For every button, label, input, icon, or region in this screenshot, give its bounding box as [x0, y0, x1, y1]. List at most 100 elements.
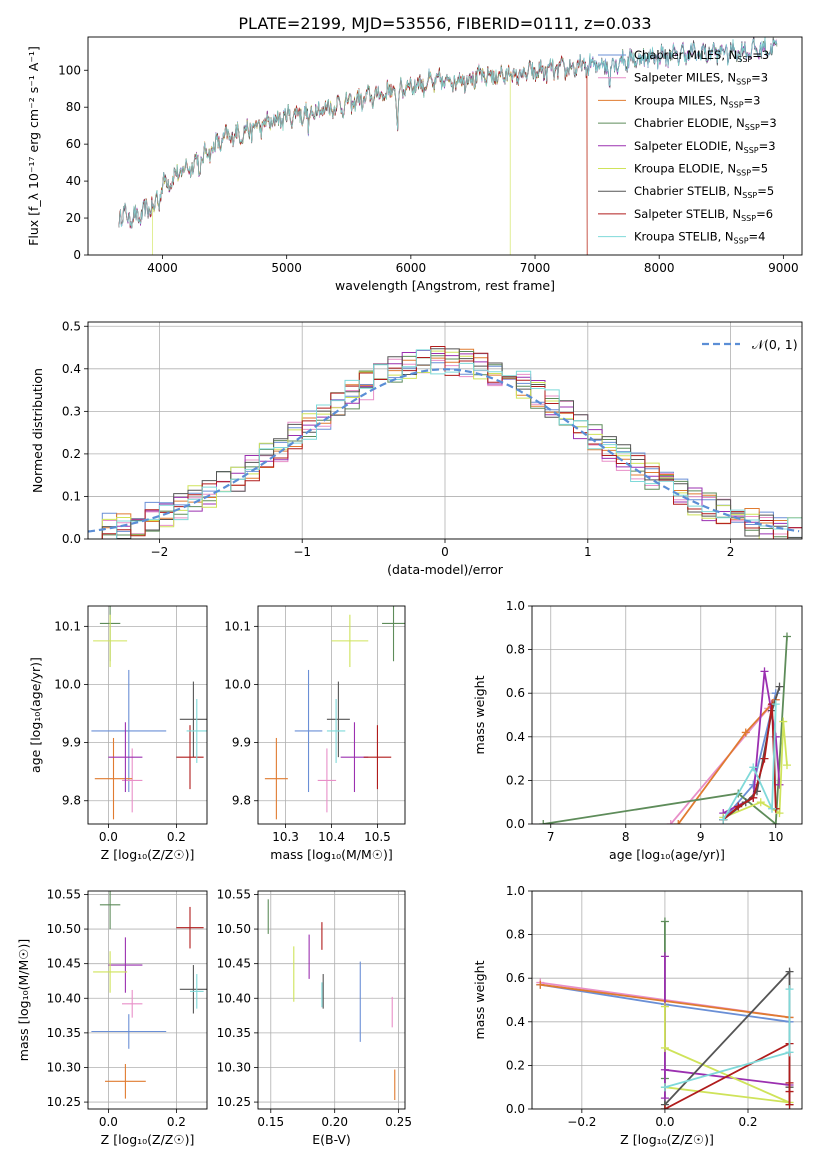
weight-marker-kroupa_stelib — [660, 1083, 669, 1092]
plot-area — [88, 606, 207, 824]
y-tick-label: 20 — [66, 211, 81, 225]
panel-6: 0.0 0.2 10.25 10.30 10.35 10.40 10.45 10.50 10.5… — [16, 887, 208, 1147]
y-tick-label: 10.45 — [217, 957, 251, 971]
y-tick-label: 10.35 — [217, 1026, 251, 1040]
weight-marker-kroupa_stelib — [749, 763, 758, 772]
x-tick-label: 9000 — [768, 261, 799, 275]
plot-area — [532, 606, 802, 824]
x-axis-label: Z [log₁₀(Z/Z☉)] — [620, 1132, 714, 1147]
hist-step-kroupa_stelib — [88, 349, 802, 539]
y-tick-label: 0.8 — [506, 643, 525, 657]
y-axis-label: mass weight — [472, 960, 487, 1039]
y-tick-label: 10.50 — [217, 922, 251, 936]
x-tick-label: 5000 — [271, 261, 302, 275]
axes-frame — [87, 605, 208, 825]
y-tick-label: 80 — [66, 100, 81, 114]
weight-line-kroupa_elodie — [664, 1006, 790, 1104]
legend-label-kroupa_stelib: Kroupa STELIB, NSSP=4 — [634, 230, 765, 246]
weight-marker-chabrier_stelib — [775, 682, 784, 691]
plot-area — [88, 322, 802, 539]
x-tick-label: 0.2 — [167, 830, 186, 844]
y-axis-label: age [log₁₀(age/yr)] — [28, 657, 43, 773]
weight-marker-kroupa_miles — [741, 728, 750, 737]
weight-marker-kroupa_stelib — [719, 815, 728, 824]
y-tick-label: 9.8 — [62, 794, 81, 808]
weight-marker-kroupa_stelib — [785, 1048, 794, 1057]
panel-1: 4000 5000 6000 7000 8000 9000 0 20 40 60 80 100 wave… — [26, 36, 803, 293]
x-tick-label: 10.3 — [272, 830, 299, 844]
axes-frame — [87, 36, 803, 256]
y-tick-label: 1.0 — [506, 884, 525, 898]
x-tick-label: 0.15 — [257, 1115, 284, 1129]
y-tick-label: 9.8 — [232, 794, 251, 808]
x-tick-label: 1 — [584, 545, 592, 559]
x-tick-label: 8 — [622, 830, 630, 844]
y-tick-label: 10.0 — [224, 677, 251, 691]
y-axis-label: mass [log₁₀(M/M☉)] — [16, 939, 31, 1061]
panel-8: −0.2 0.0 0.2 0.0 0.2 0.4 0.6 0.8 1.0 Z [log₁₀(Z/Z… — [472, 884, 803, 1147]
weight-marker-kroupa_miles — [536, 980, 545, 989]
y-axis-label: Normed distribution — [30, 368, 45, 493]
panel-3: 0.0 0.2 9.8 9.9 10.0 10.1 Z [log₁₀(Z/Z☉)] age [… — [28, 605, 208, 862]
weight-marker-chabrier_elodie — [539, 820, 548, 824]
x-tick-label: 10 — [768, 830, 783, 844]
y-tick-label: 0.0 — [506, 817, 525, 831]
plot-area — [118, 37, 778, 255]
y-tick-label: 10.40 — [47, 991, 81, 1005]
weight-marker-salpeter_elodie — [660, 952, 669, 961]
y-tick-label: 10.55 — [217, 887, 251, 901]
y-axis-label: mass weight — [472, 675, 487, 754]
y-tick-label: 10.30 — [47, 1060, 81, 1074]
weight-marker-salpeter_miles — [666, 820, 675, 824]
x-tick-label: 0.0 — [655, 1115, 674, 1129]
y-tick-label: 0.0 — [62, 532, 81, 546]
y-tick-label: 40 — [66, 174, 81, 188]
weight-marker-chabrier_stelib — [785, 967, 794, 976]
x-axis-label: (data-model)/error — [387, 562, 504, 577]
x-tick-label: 7000 — [520, 261, 551, 275]
axes-frame — [257, 605, 406, 825]
weight-marker-salpeter_elodie — [760, 667, 769, 676]
weight-marker-chabrier_elodie — [783, 632, 791, 641]
y-tick-label: 0.1 — [62, 489, 81, 503]
y-tick-label: 0.8 — [506, 928, 525, 942]
panel-4: 10.3 10.4 10.5 9.8 9.9 10.0 10.1 mass [log₁₀(M/… — [224, 605, 406, 862]
y-tick-label: 10.25 — [47, 1095, 81, 1109]
legend-label-chabrier_stelib: Chabrier STELIB, NSSP=5 — [634, 184, 774, 200]
x-tick-label: −0.2 — [567, 1115, 596, 1129]
weight-marker-kroupa_elodie — [779, 717, 788, 726]
y-axis-label: Flux [f_λ 10⁻¹⁷ erg cm⁻² s⁻¹ A⁻¹] — [26, 46, 41, 246]
y-tick-label: 10.1 — [224, 619, 251, 633]
y-tick-label: 0.6 — [506, 686, 525, 700]
y-tick-label: 10.25 — [217, 1095, 251, 1109]
plot-area — [258, 891, 405, 1109]
y-tick-label: 60 — [66, 137, 81, 151]
figure-title: PLATE=2199, MJD=53556, FIBERID=0111, z=0… — [238, 14, 651, 33]
x-axis-label: Z [log₁₀(Z/Z☉)] — [101, 1132, 195, 1147]
y-tick-label: 10.30 — [217, 1060, 251, 1074]
weight-marker-kroupa_elodie — [756, 798, 765, 807]
normal-curve — [88, 368, 800, 533]
x-axis-label: wavelength [Angstrom, rest frame] — [335, 278, 555, 293]
x-tick-label: 8000 — [644, 261, 675, 275]
x-tick-label: 10.5 — [364, 830, 391, 844]
legend-label-salpeter_stelib: Salpeter STELIB, NSSP=6 — [634, 207, 773, 223]
panel-7: 0.15 0.20 0.25 10.25 10.30 10.35 10.40 10.45 10.… — [217, 887, 412, 1147]
y-tick-label: 9.9 — [62, 736, 81, 750]
legend-label-salpeter_miles: Salpeter MILES, NSSP=3 — [634, 71, 768, 87]
weight-marker-salpeter_elodie — [660, 1065, 669, 1074]
x-tick-label: −1 — [293, 545, 311, 559]
weight-marker-kroupa_elodie — [660, 1002, 669, 1011]
y-tick-label: 0.4 — [506, 1015, 525, 1029]
weight-marker-salpeter_stelib — [785, 1100, 794, 1109]
y-tick-label: 10.55 — [47, 887, 81, 901]
x-tick-label: 0.0 — [99, 830, 118, 844]
weight-marker-chabrier_elodie — [771, 820, 780, 824]
y-tick-label: 1.0 — [506, 599, 525, 613]
plot-area — [88, 891, 207, 1109]
y-tick-label: 0.0 — [506, 1102, 525, 1116]
weight-marker-salpeter_stelib — [734, 802, 743, 811]
x-tick-label: 0.20 — [321, 1115, 348, 1129]
weight-marker-salpeter_stelib — [785, 1087, 794, 1096]
legend-label-chabrier_miles: Chabrier MILES, NSSP=3 — [634, 48, 769, 64]
